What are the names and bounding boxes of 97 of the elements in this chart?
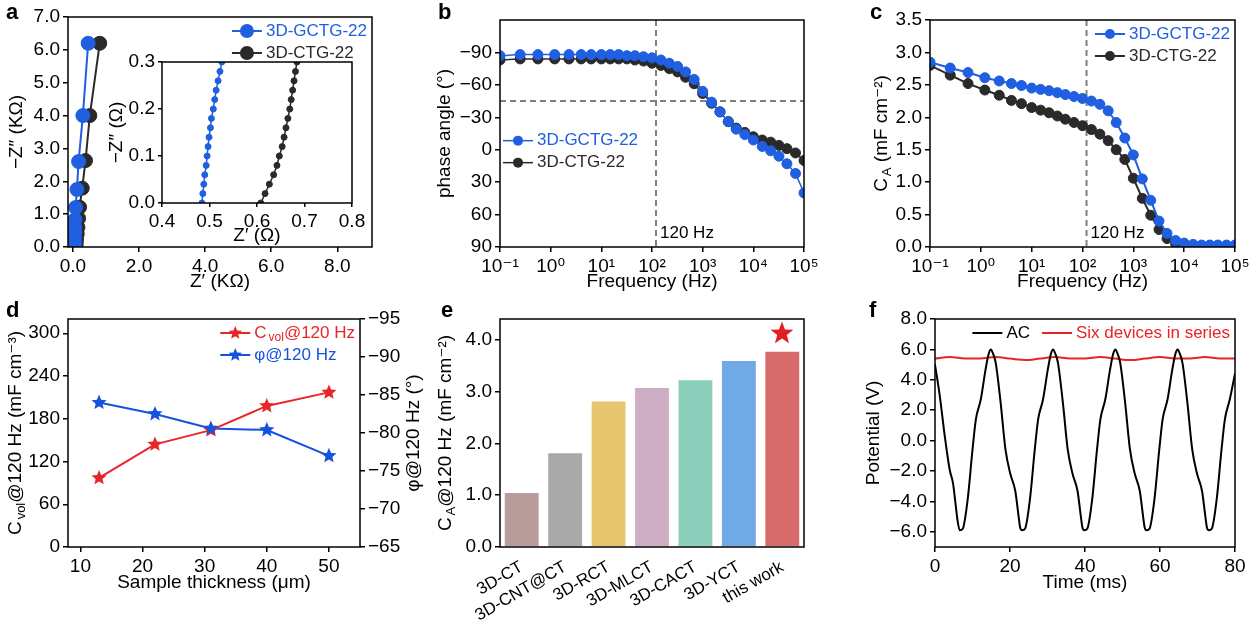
y-tick-label: 1.5	[895, 137, 922, 159]
chart-title: f	[869, 297, 877, 323]
y-tick-label: 2.0	[465, 431, 492, 453]
y-axis-title: −Z″ (KΩ)	[5, 94, 27, 170]
y-axis-title: −Z″ (Ω)	[105, 101, 127, 164]
y2-tick-label: −70	[368, 497, 401, 519]
y-tick-label: 3.0	[895, 40, 922, 62]
y-tick-label: −30	[459, 105, 492, 127]
y-tick-label: 0.0	[33, 235, 60, 257]
y2-axis-title: φ@120 Hz (°)	[402, 374, 424, 492]
x-tick-label: 10⁻¹	[911, 254, 949, 276]
y-axis-title: Potential (V)	[862, 380, 884, 486]
x-tick-label: 10⁻¹	[481, 254, 519, 276]
y-axis-title: phase angle (°)	[433, 68, 455, 199]
y-tick-label: 3.5	[895, 8, 922, 30]
x-tick-label: 10⁵	[1220, 254, 1249, 276]
legend-label: 3D-GCTG-22	[537, 130, 639, 150]
ref-line-label: 120 Hz	[1090, 222, 1145, 242]
x-tick-label: 0.8	[338, 209, 366, 231]
y2-tick-label: −85	[368, 383, 401, 405]
y2-tick-label: −95	[368, 307, 401, 329]
chart-title: d	[6, 297, 20, 323]
x-tick-label: 0.5	[196, 209, 223, 231]
y-tick-label: 2.0	[895, 105, 922, 127]
y-tick-label: −2.0	[889, 459, 927, 481]
x-tick-label: 80	[1224, 554, 1246, 576]
y-tick-label: 2.0	[900, 398, 927, 420]
y-tick-label: −6.0	[889, 520, 927, 542]
y-tick-label: 0.0	[895, 235, 922, 257]
legend-label: 3D-GCTG-22	[265, 20, 368, 40]
y-axis-title: CA@120 Hz (mF cm⁻²)	[434, 334, 459, 532]
y2-tick-label: −65	[368, 535, 401, 557]
legend-label: 3D-CTG-22	[1128, 45, 1217, 65]
y-axis-title: CA (mF cm⁻²)	[870, 75, 895, 192]
y-tick-label: 4.0	[465, 327, 492, 349]
x-tick-label: 60	[1149, 554, 1171, 576]
chart-title: c	[870, 0, 883, 25]
y-tick-label: 5.0	[33, 70, 60, 92]
y-tick-label: 60	[38, 492, 60, 514]
y-tick-label: 3.0	[465, 379, 492, 401]
x-tick-label: 6.0	[258, 254, 285, 276]
y-tick-label: 0.0	[900, 428, 927, 450]
y-tick-label: 0.2	[128, 97, 155, 119]
x-tick-label: 10⁰	[536, 254, 566, 276]
legend-label: 3D-CTG-22	[537, 152, 625, 172]
chart-title: a	[6, 0, 19, 25]
y-tick-label: 4.0	[33, 103, 60, 125]
y-tick-label: 0	[481, 137, 492, 159]
x-tick-label: 10²	[1068, 254, 1097, 276]
y-tick-label: 4.0	[900, 368, 927, 390]
x-tick-label: 10⁰	[966, 254, 996, 276]
y-tick-label: −90	[459, 40, 492, 62]
y-tick-label: 7.0	[33, 5, 60, 27]
y-tick-label: 2.5	[895, 73, 922, 95]
legend-label: φ@120 Hz	[254, 344, 337, 364]
x-tick-label: 8.0	[324, 254, 351, 276]
legend-label: Six devices in series	[1076, 322, 1231, 342]
y-tick-label: 90	[470, 235, 492, 257]
x-tick-label: 0.7	[291, 209, 318, 231]
y-tick-label: 0.0	[465, 535, 492, 557]
y-tick-label: 0	[49, 535, 60, 557]
y-tick-label: 1.0	[895, 170, 922, 192]
chart-title: e	[441, 297, 454, 323]
y-tick-label: −60	[459, 73, 492, 95]
ref-line-label: 120 Hz	[660, 222, 714, 242]
y-tick-label: −4.0	[889, 489, 927, 511]
legend-label: 3D-GCTG-22	[1128, 23, 1231, 43]
y2-tick-label: −80	[368, 421, 401, 443]
y-tick-label: 240	[28, 364, 60, 386]
x-tick-label: 10⁴	[738, 254, 768, 276]
y-tick-label: 300	[28, 321, 60, 343]
x-tick-label: 10⁴	[1169, 254, 1199, 276]
x-tick-label: 0.0	[59, 254, 87, 276]
x-tick-label: 50	[318, 554, 340, 576]
x-tick-label: 20	[999, 554, 1021, 576]
y-tick-label: 6.0	[33, 38, 60, 60]
y-tick-label: 3.0	[33, 136, 60, 158]
x-tick-label: 10⁵	[789, 254, 819, 276]
y-tick-label: 180	[28, 406, 60, 428]
y-tick-label: 1.0	[465, 483, 492, 505]
y-tick-label: 120	[28, 449, 60, 471]
y2-tick-label: −90	[368, 345, 401, 367]
y-axis-title: Cvol@120 Hz (mF cm⁻³)	[4, 330, 29, 536]
y-tick-label: 2.0	[33, 169, 60, 191]
y-tick-label: 1.0	[33, 202, 60, 224]
y-tick-label: 0.1	[128, 144, 155, 166]
y2-tick-label: −75	[368, 459, 401, 481]
chart-title: b	[438, 0, 452, 25]
y-tick-label: 6.0	[900, 337, 927, 359]
y-tick-label: 30	[470, 170, 492, 192]
x-tick-label: 10²	[638, 254, 666, 276]
legend-label: AC	[1006, 322, 1030, 342]
legend-label: 3D-CTG-22	[265, 42, 354, 62]
x-tick-label: 10	[69, 554, 91, 576]
y-tick-label: 0.3	[128, 50, 155, 72]
x-tick-label: 0	[929, 554, 941, 576]
y-tick-label: 8.0	[900, 307, 927, 329]
